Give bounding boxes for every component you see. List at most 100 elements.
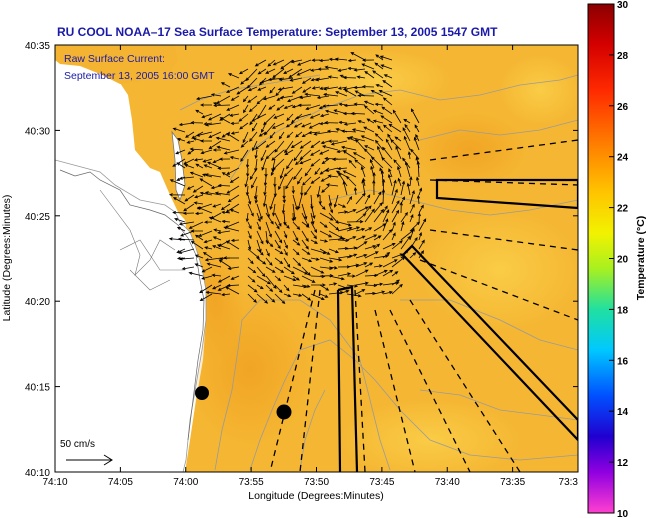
current-vector-arrow: [227, 73, 240, 79]
current-vector-arrow: [283, 275, 297, 282]
current-vector-arrow: [269, 86, 276, 94]
colorbar-tick-label: 10: [617, 509, 629, 518]
current-vector-arrow: [337, 246, 349, 251]
current-vector-arrow: [366, 118, 375, 124]
current-vector-arrow: [263, 185, 267, 196]
current-vector-arrow: [186, 185, 195, 190]
current-vector-arrow: [247, 86, 258, 92]
current-vector-arrow: [346, 263, 360, 268]
current-vector-arrow: [261, 122, 267, 133]
current-vector-arrow: [290, 59, 303, 64]
current-vector-arrow: [354, 159, 366, 169]
colorbar-tick-label: 30: [617, 0, 629, 11]
y-tick-label: 40:35: [25, 41, 50, 52]
current-vector-arrow: [310, 230, 317, 240]
current-vector-arrow: [381, 188, 386, 205]
current-vector-arrow: [315, 77, 330, 82]
current-vector-arrow: [319, 248, 331, 255]
current-vector-arrow: [317, 67, 330, 71]
current-vector-arrow: [258, 77, 267, 86]
current-vector-arrow: [337, 238, 350, 243]
current-vector-arrow: [342, 170, 357, 178]
current-vector-arrow: [226, 104, 240, 111]
current-vector-arrow: [395, 145, 402, 160]
current-vector-arrow: [325, 109, 339, 115]
current-vector-arrow: [416, 194, 421, 205]
current-vector-arrow: [243, 104, 249, 114]
current-vector-arrow: [332, 157, 348, 161]
current-vector-arrow: [256, 275, 272, 285]
current-vector-arrow: [251, 122, 258, 132]
current-vector-arrow: [364, 208, 375, 223]
dashed-transects: [269, 139, 578, 472]
current-vector-arrow: [256, 230, 264, 245]
current-vector-arrow: [313, 131, 330, 136]
current-vector-arrow: [283, 257, 291, 268]
current-vector-arrow: [383, 124, 393, 133]
current-vector-arrow: [254, 140, 267, 150]
current-vector-arrow: [363, 105, 375, 115]
current-vector-arrow: [319, 167, 330, 175]
current-vector-arrow: [400, 235, 411, 250]
current-vector-arrow: [210, 185, 222, 190]
current-vector-arrow: [286, 113, 294, 122]
current-vector-arrow: [293, 149, 303, 162]
current-vector-arrow: [264, 168, 268, 178]
current-vector-arrow: [216, 95, 231, 104]
current-vector-arrow: [230, 95, 240, 101]
current-vector-arrow: [176, 137, 186, 142]
current-vector-arrow: [247, 275, 256, 283]
current-vector-arrow: [327, 174, 339, 178]
current-vector-arrow: [175, 149, 186, 155]
current-vector-arrow: [286, 158, 294, 170]
current-vector-arrow: [229, 113, 240, 117]
current-vector-arrow: [247, 221, 252, 230]
current-vector-arrow: [328, 221, 340, 231]
current-vector-arrow: [272, 203, 276, 217]
current-vector-arrow: [299, 140, 312, 149]
current-vector-arrow: [218, 157, 231, 161]
current-vector-arrow: [418, 250, 425, 259]
current-vector-arrow: [346, 220, 364, 224]
current-vector-arrow: [301, 284, 311, 288]
current-vector-arrow: [301, 248, 311, 255]
current-vector-arrow: [292, 275, 300, 281]
current-vector-arrow: [176, 248, 186, 253]
current-vector-arrow: [217, 230, 231, 235]
surface-current-vectors: [168, 52, 427, 305]
current-vector-arrow: [219, 117, 231, 124]
y-tick-label: 40:10: [25, 468, 50, 479]
current-vector-arrow: [369, 158, 375, 169]
current-vector-arrow: [409, 190, 415, 205]
current-vector-arrow: [321, 158, 330, 165]
current-vector-arrow: [180, 230, 195, 237]
current-vector-arrow: [357, 93, 375, 98]
current-vector-arrow: [394, 136, 402, 142]
current-vector-arrow: [256, 284, 264, 290]
current-vector-arrow: [193, 201, 204, 205]
x-tick-label: 74:10: [42, 477, 67, 488]
current-vector-arrow: [346, 236, 357, 241]
current-vector-arrow: [260, 149, 267, 162]
current-vector-arrow: [342, 111, 357, 116]
current-vector-arrow: [194, 254, 204, 259]
current-vector-arrow: [265, 275, 277, 290]
current-vector-arrow: [195, 109, 204, 115]
current-vector-arrow: [319, 293, 329, 298]
current-vector-arrow: [346, 293, 362, 298]
current-vector-arrow: [174, 217, 186, 223]
current-vector-arrow: [400, 211, 408, 223]
current-vector-arrow: [203, 220, 213, 224]
current-vector-arrow: [225, 203, 240, 213]
current-vector-arrow: [335, 91, 348, 97]
current-vector-arrow: [302, 176, 312, 186]
current-vector-arrow: [310, 293, 325, 300]
warm-patch-central: [220, 155, 360, 265]
current-vector-arrow: [247, 257, 254, 265]
current-vector-arrow: [382, 209, 390, 223]
current-vector-arrow: [226, 185, 240, 194]
colorbar-tick-label: 18: [617, 305, 629, 316]
current-vector-arrow: [281, 203, 286, 215]
current-vector-arrow: [201, 113, 213, 119]
current-vector-arrow: [273, 113, 285, 119]
